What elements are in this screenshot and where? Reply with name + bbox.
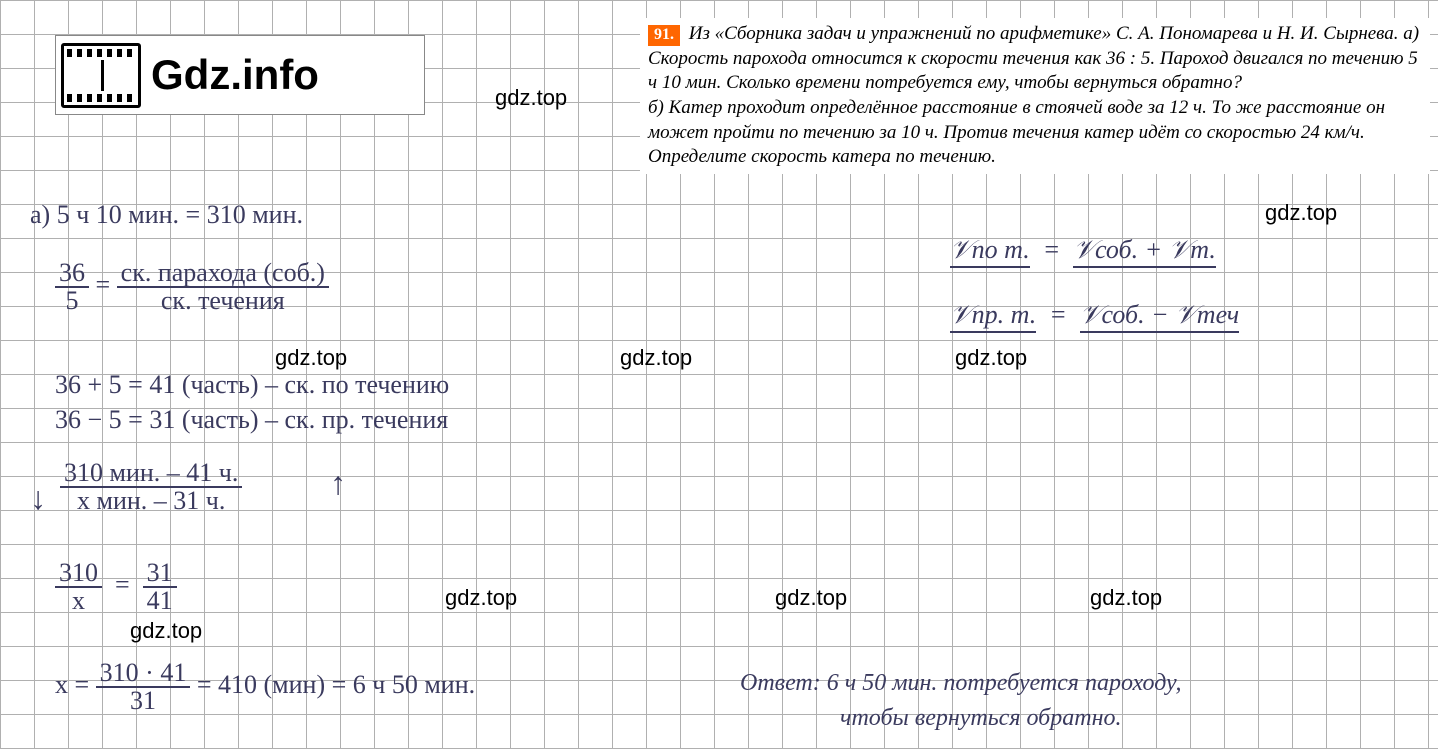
line2: 36 + 5 = 41 (часть) – ск. по течению bbox=[55, 370, 449, 400]
f1-rhs: 𝒱соб. + 𝒱т. bbox=[1073, 235, 1216, 268]
line-a: а) 5 ч 10 мин. = 310 мин. bbox=[30, 200, 303, 230]
prop-num: 310 мин. – 41 ч. bbox=[60, 460, 242, 488]
formula1: 𝒱по т. = 𝒱соб. + 𝒱т. bbox=[950, 235, 1216, 268]
frac-num: 36 bbox=[55, 260, 89, 288]
frac-rhs-num: ск. парахода (соб.) bbox=[117, 260, 329, 288]
eq-lhs-num: 310 bbox=[55, 560, 102, 588]
line3: 36 − 5 = 31 (часть) – ск. пр. течения bbox=[55, 405, 448, 435]
x-frac-den: 31 bbox=[96, 688, 191, 714]
eq-rhs-num: 31 bbox=[143, 560, 177, 588]
watermark: gdz.top bbox=[130, 618, 202, 644]
x-result: = 410 (мин) = 6 ч 50 мин. bbox=[197, 670, 475, 699]
logo-box: Gdz.info bbox=[55, 35, 425, 115]
watermark: gdz.top bbox=[275, 345, 347, 371]
f1-eq: = bbox=[1043, 235, 1061, 264]
problem-text-b: б) Катер проходит определённое расстояни… bbox=[648, 97, 1385, 167]
watermark: gdz.top bbox=[1265, 200, 1337, 226]
formula2: 𝒱пр. т. = 𝒱соб. − 𝒱теч bbox=[950, 300, 1239, 333]
answer-line2: чтобы вернуться обратно. bbox=[840, 705, 1121, 732]
f2-lhs: 𝒱пр. т. bbox=[950, 300, 1036, 333]
x-solution: x = 310 · 41 31 = 410 (мин) = 6 ч 50 мин… bbox=[55, 660, 475, 714]
f2-rhs: 𝒱соб. − 𝒱теч bbox=[1080, 300, 1239, 333]
prop-den: x мин. – 31 ч. bbox=[60, 488, 242, 514]
answer-line1: Ответ: 6 ч 50 мин. потребуется пароходу, bbox=[740, 670, 1182, 697]
watermark: gdz.top bbox=[775, 585, 847, 611]
watermark: gdz.top bbox=[495, 85, 567, 111]
problem-text-a: Из «Сборника задач и упражнений по арифм… bbox=[648, 23, 1419, 93]
equals: = bbox=[96, 270, 111, 299]
fraction-ratio: 36 5 = ск. парахода (соб.) ск. течения bbox=[55, 260, 329, 314]
eq-mid: = bbox=[115, 570, 130, 599]
x-lhs: x = bbox=[55, 670, 89, 699]
watermark: gdz.top bbox=[620, 345, 692, 371]
frac-rhs-den: ск. течения bbox=[117, 288, 329, 314]
problem-number: 91. bbox=[648, 25, 680, 46]
equation: 310 x = 31 41 bbox=[55, 560, 177, 614]
proportion: 310 мин. – 41 ч. x мин. – 31 ч. bbox=[60, 460, 242, 514]
watermark: gdz.top bbox=[445, 585, 517, 611]
f2-eq: = bbox=[1049, 300, 1067, 329]
x-frac-num: 310 · 41 bbox=[96, 660, 191, 688]
eq-lhs-den: x bbox=[55, 588, 102, 614]
film-icon bbox=[61, 43, 141, 108]
arrow-down-icon: ↓ bbox=[30, 480, 46, 517]
f1-lhs: 𝒱по т. bbox=[950, 235, 1030, 268]
watermark: gdz.top bbox=[1090, 585, 1162, 611]
logo-text: Gdz.info bbox=[151, 51, 319, 99]
arrow-up-icon: ↑ bbox=[330, 465, 346, 502]
problem-text-box: 91. Из «Сборника задач и упражнений по а… bbox=[640, 18, 1430, 174]
frac-den: 5 bbox=[55, 288, 89, 314]
eq-rhs-den: 41 bbox=[143, 588, 177, 614]
watermark: gdz.top bbox=[955, 345, 1027, 371]
